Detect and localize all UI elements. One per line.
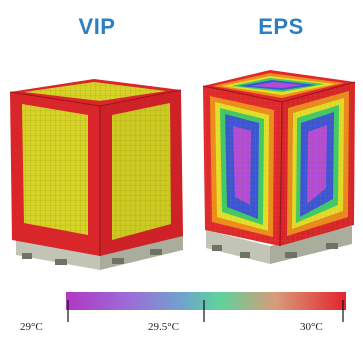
vip-box [9,79,183,270]
legend-colorbar [66,292,346,310]
legend-max-label: 30°C [300,321,323,333]
vip-pallet [16,232,183,270]
legend-mid-label: 29.5°C [148,321,179,333]
eps-pallet [206,226,352,264]
vip-title: VIP [78,14,116,39]
eps-box [202,70,356,264]
legend-min-label: 29°C [20,321,43,333]
eps-title: EPS [258,14,304,39]
temperature-legend [66,292,346,322]
